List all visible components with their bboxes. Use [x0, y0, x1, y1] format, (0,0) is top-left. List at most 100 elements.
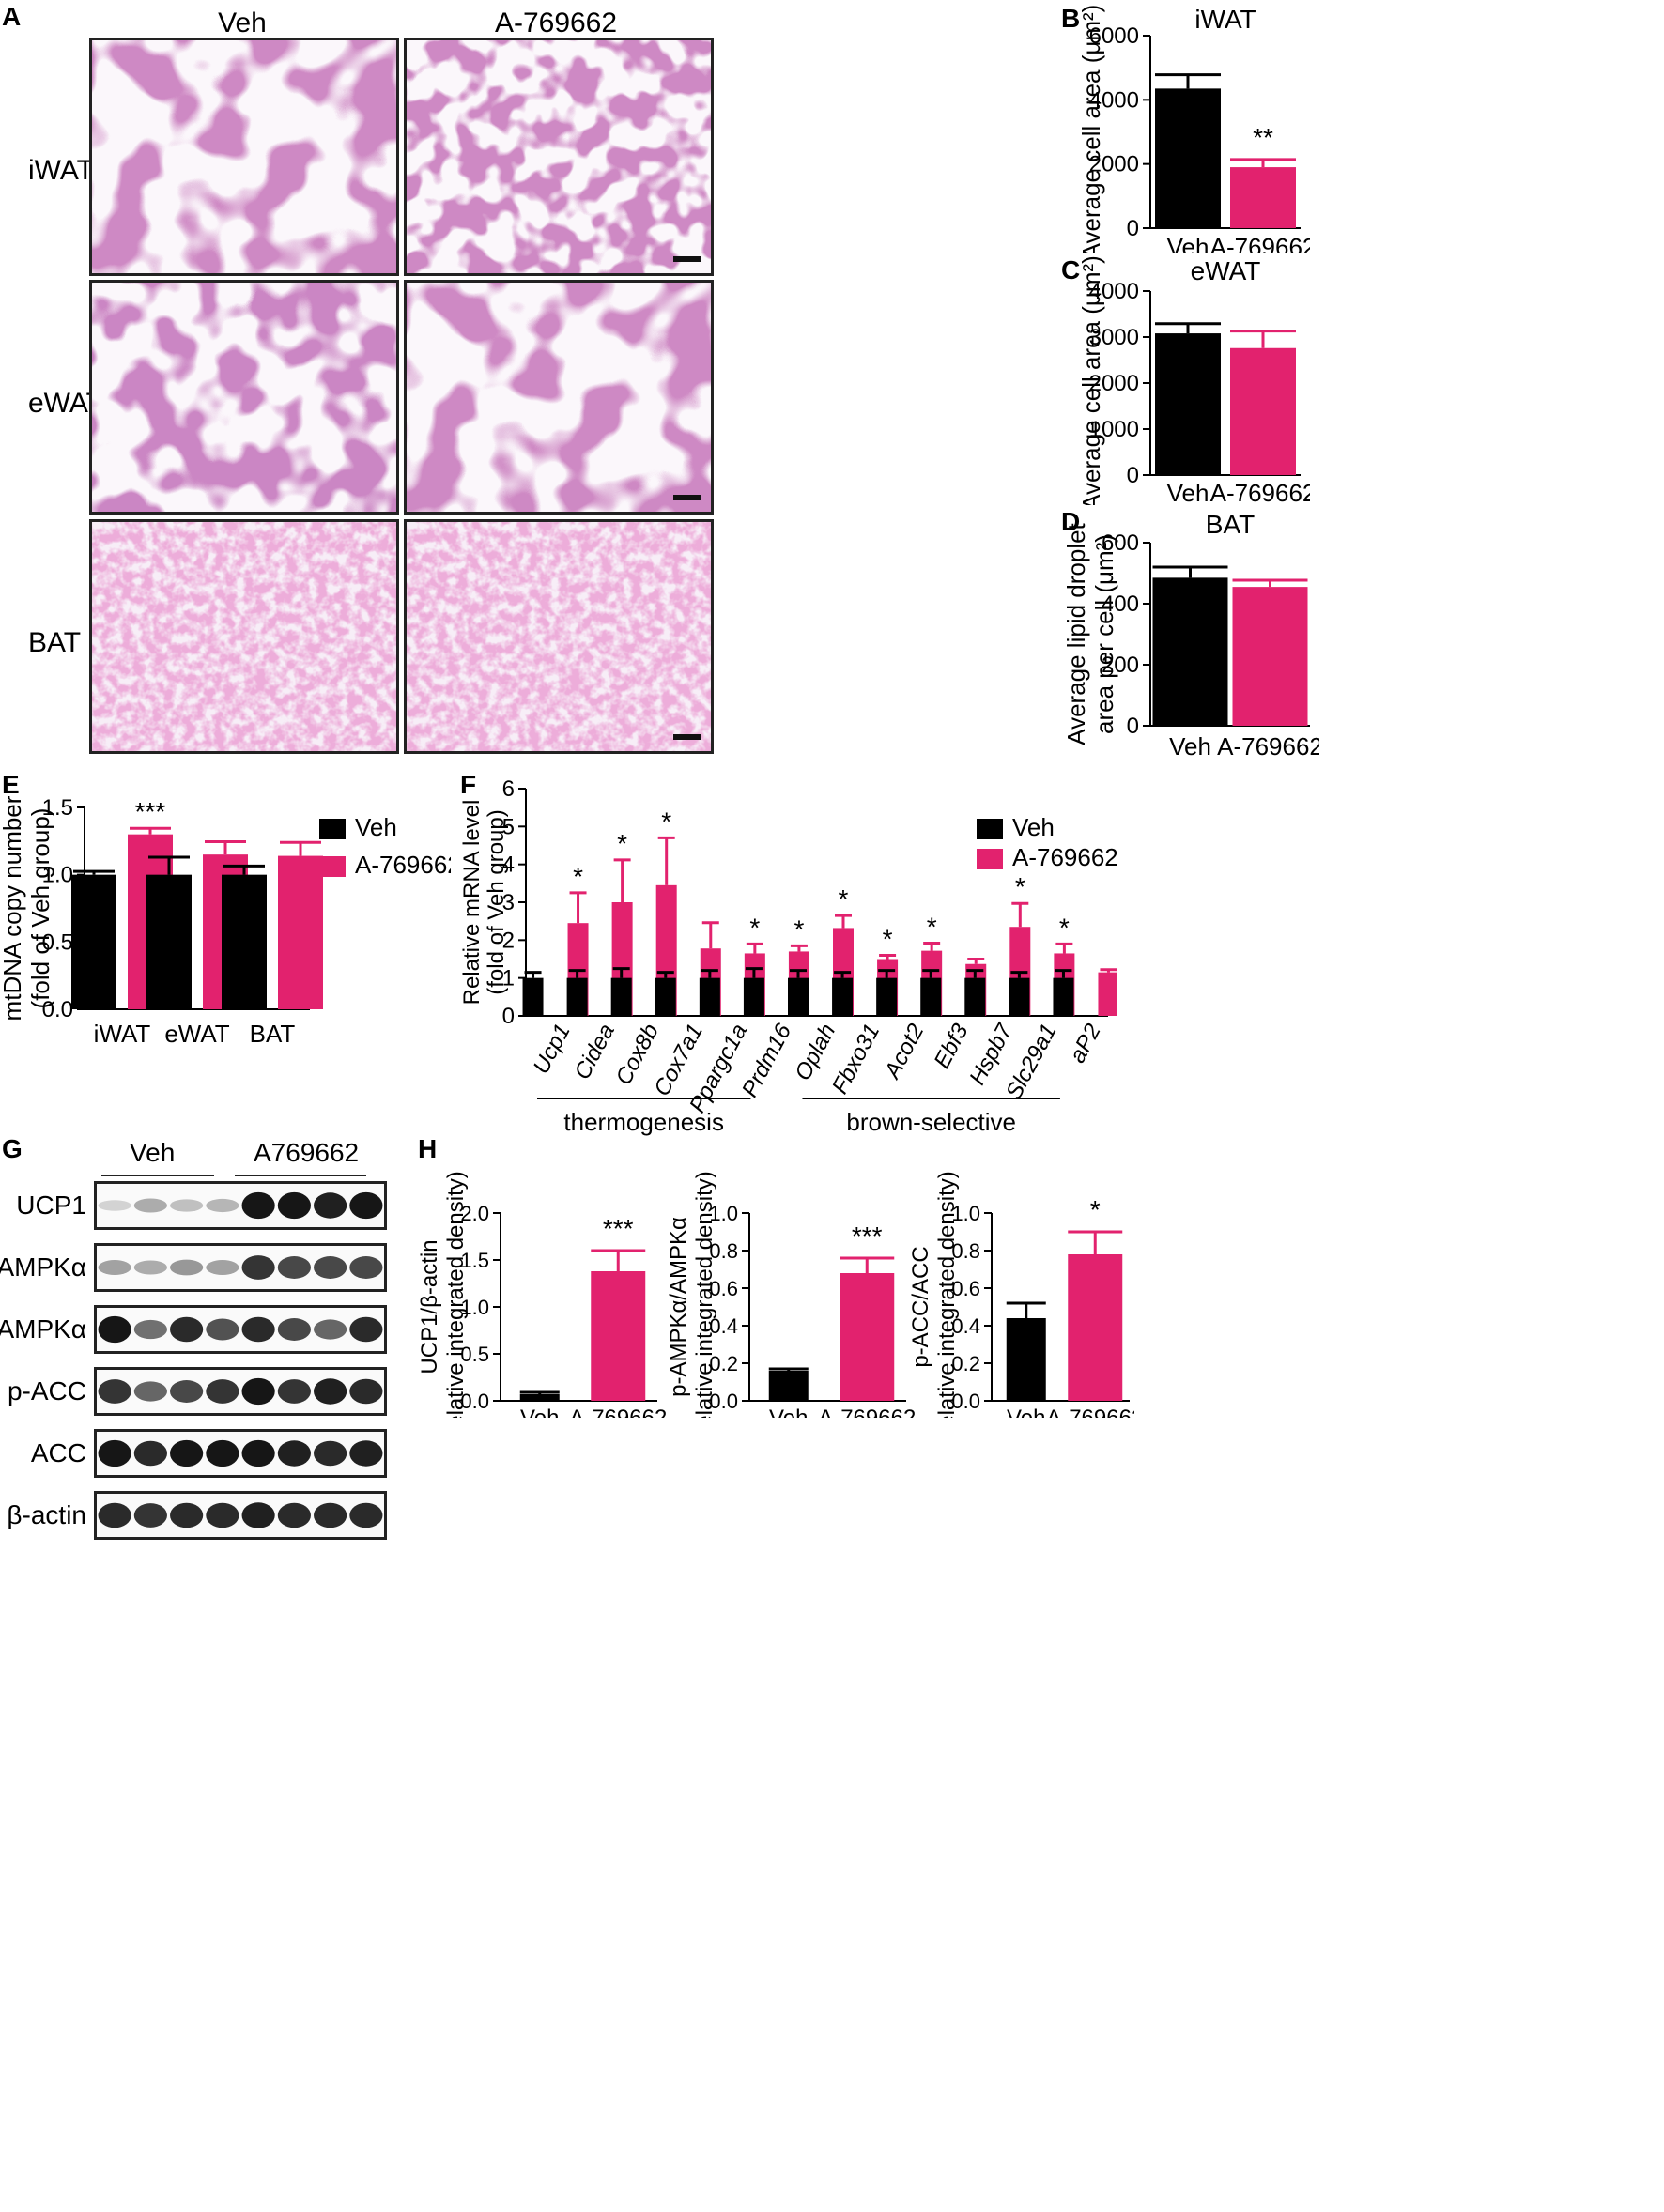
bar	[655, 977, 676, 1016]
blot-band	[314, 1502, 347, 1528]
y-tick-label: 0.2	[951, 1352, 980, 1375]
bar	[146, 874, 192, 1009]
bar	[699, 977, 720, 1016]
x-tick-label: Acot2	[879, 1020, 930, 1084]
y-tick-label: 0.8	[709, 1239, 738, 1263]
y-axis-label-line2: (fold of Veh group)	[26, 808, 54, 1009]
group-label: brown-selective	[846, 1108, 1016, 1136]
blot-band	[241, 1191, 275, 1220]
blot-band	[206, 1379, 239, 1404]
bar	[522, 977, 544, 1016]
significance-marker: *	[749, 913, 760, 942]
blot-band	[133, 1319, 167, 1340]
blot-band	[277, 1379, 311, 1404]
histology-row-bat: BAT	[28, 627, 82, 658]
blot-band	[206, 1198, 239, 1213]
blot-row-label: β-actin	[7, 1500, 86, 1529]
blot-row-label: UCP1	[16, 1190, 86, 1220]
significance-marker: *	[927, 913, 937, 942]
blot-band	[170, 1259, 204, 1276]
y-axis-label: mtDNA copy number	[0, 795, 26, 1021]
blot-row-label: AMPKα	[0, 1314, 86, 1344]
bar-group	[876, 969, 898, 1016]
y-tick-label: 2000	[1089, 371, 1139, 396]
scale-bar	[673, 495, 701, 500]
bar	[832, 977, 854, 1016]
y-tick-label: 1	[502, 966, 515, 991]
x-tick-label: A-769662	[1217, 732, 1319, 760]
blot-band	[241, 1502, 275, 1528]
y-axis-label: Average cell area (μm²)	[1077, 255, 1105, 505]
bar	[1230, 167, 1296, 228]
bar	[1230, 347, 1296, 475]
blot-strip	[94, 1429, 387, 1478]
significance-marker: *	[1059, 913, 1070, 942]
x-tick-label: Ucp1	[529, 1020, 576, 1078]
bar	[591, 1271, 646, 1401]
y-tick-label: 1.5	[42, 795, 73, 821]
chart-f-mrna-levels: 0 1 2 3 4 5 6 Relative mRNA level (fold of Veh g…	[460, 776, 1117, 1136]
chart-title: iWAT	[1194, 5, 1256, 34]
bar	[1155, 333, 1221, 475]
panel-label-h: H	[418, 1134, 438, 1163]
x-tick-label: A-769662	[1210, 233, 1310, 253]
bar-group	[964, 969, 986, 1016]
blot-band	[133, 1198, 167, 1213]
bar	[964, 977, 986, 1016]
panel-label-f: F	[460, 770, 477, 799]
blot-band	[206, 1502, 239, 1528]
y-tick-label: 0.0	[709, 1390, 738, 1413]
bar	[1152, 577, 1228, 726]
scale-bar	[673, 256, 701, 262]
y-tick-label: 1.0	[709, 1202, 738, 1225]
bar	[1009, 977, 1030, 1016]
blot-band	[170, 1380, 204, 1403]
blot-band	[314, 1440, 347, 1467]
significance-marker: *	[883, 924, 893, 953]
y-axis-label: UCP1/β-actin	[418, 1239, 442, 1374]
histology-row-iwat: iWAT	[28, 155, 94, 186]
blot-band	[314, 1192, 347, 1219]
blot-row-label: p-AMPKα	[0, 1252, 86, 1282]
bar-group	[699, 969, 720, 1016]
x-tick-label: A-769662	[818, 1406, 916, 1418]
bar-group	[743, 967, 764, 1016]
y-axis-label-line2: (fold of Veh group)	[484, 809, 509, 994]
bar	[1068, 1254, 1123, 1401]
blot-band	[170, 1316, 204, 1343]
y-tick-label: 0.6	[709, 1277, 738, 1300]
blot-band	[349, 1256, 383, 1279]
blot-band	[133, 1381, 167, 1402]
bar-group	[1009, 971, 1030, 1016]
blot-strip	[94, 1243, 387, 1292]
blot-band	[349, 1440, 383, 1467]
blot-band	[206, 1439, 239, 1467]
bar-group	[1230, 158, 1296, 228]
panel-label-b: B	[1061, 4, 1081, 33]
bar-group	[610, 967, 632, 1016]
blot-band	[349, 1316, 383, 1343]
y-axis-label: Average cell area (μm²)	[1077, 5, 1105, 253]
legend-swatch	[977, 819, 1003, 839]
y-axis-label: Average lipid droplet	[1066, 522, 1090, 745]
bar-group	[832, 971, 854, 1016]
y-tick-label: 1000	[1089, 417, 1139, 442]
y-tick-label: 0.8	[951, 1239, 980, 1263]
chart-h-pampk: 0.0 0.2 0.4 0.6 0.8 1.0 p-AMPKα/AMPKα (relative…	[667, 1171, 916, 1418]
bar	[743, 977, 764, 1016]
y-tick-label: 0	[1127, 463, 1139, 488]
histology-image-treat-bat	[404, 519, 714, 754]
panel-label-e: E	[2, 770, 20, 799]
y-tick-label: 4	[502, 853, 515, 878]
x-tick-label: Veh	[1167, 479, 1209, 505]
blot-band	[98, 1260, 131, 1275]
x-tick-label: A-769662	[1046, 1406, 1134, 1418]
histology-image-veh-ewat	[89, 280, 399, 515]
significance-marker: *	[661, 806, 671, 836]
bar	[1098, 972, 1117, 1016]
y-tick-label: 6	[502, 776, 515, 802]
blot-band	[98, 1315, 131, 1344]
y-tick-label: 200	[1102, 653, 1139, 678]
bar	[1006, 1318, 1046, 1401]
